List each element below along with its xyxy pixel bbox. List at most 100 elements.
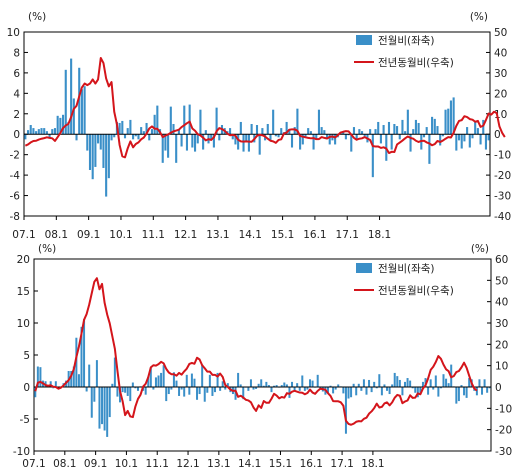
bar-mom [188,104,191,135]
bar-mom [301,375,304,387]
bar-mom [288,129,291,135]
x-tick-label: 07.1 [12,229,35,241]
legend-swatch-bar [356,35,372,45]
bar-mom [312,134,315,150]
left-y-tick-label: 2 [13,109,20,121]
left-y-tick-label: 5 [23,350,30,362]
bar-mom [175,380,178,387]
bar-mom [293,387,296,391]
bar-mom [290,134,294,148]
bar-mom [350,134,353,152]
bar-mom [478,379,481,387]
bar-mom [332,387,335,394]
bar-mom [36,366,39,387]
bar-mom [242,134,245,152]
bar-mom [86,134,89,151]
bar-mom [206,387,209,393]
bar-mom [203,387,206,402]
bar-mom [272,109,275,135]
bar-mom [352,127,356,135]
left-axis-unit: (%) [28,11,46,23]
bar-mom [136,387,139,391]
bar-mom [255,125,259,135]
bar-mom [102,134,105,168]
right-y-tick-label: 0 [494,129,501,141]
bar-mom [412,129,415,135]
bar-mom [93,387,96,402]
bar-mom [344,387,347,434]
bar-mom [487,134,490,141]
bar-mom [358,129,361,135]
bar-mom [247,134,250,152]
right-y-tick-label: 0 [495,382,502,394]
bar-mom [285,121,288,135]
bar-mom [301,134,304,145]
bar-mom [70,58,73,135]
bar-mom [442,374,445,387]
bar-mom [185,374,188,387]
bar-mom [234,134,237,145]
bar-mom [26,130,30,135]
bar-mom [374,129,377,135]
bar-mom [306,387,309,390]
bar-mom [396,376,399,387]
bar-mom [108,387,111,418]
bar-mom [484,134,488,150]
right-y-tick-label: 20 [494,88,507,100]
right-y-tick-label: -20 [494,170,511,182]
bar-mom [422,134,426,138]
bar-mom [255,387,258,389]
bar-mom [447,108,450,135]
bar-mom [188,387,191,395]
bar-mom [342,387,345,394]
bar-mom [113,357,116,387]
bar-mom [95,360,98,387]
bar-mom [126,128,129,135]
right-y-tick-label: -30 [494,191,511,203]
bar-mom [304,134,307,138]
bar-mom [113,134,116,138]
bar-mom [78,67,81,135]
bar-mom [280,128,283,135]
line-yoy [34,277,478,426]
bar-mom [378,374,381,387]
right-axis-unit: (%) [470,11,488,23]
bar-mom [94,134,97,167]
bar-mom [303,387,306,391]
bar-mom [433,118,436,135]
bar-mom [476,128,479,135]
bar-mom [145,122,148,135]
bar-mom [262,385,265,387]
bar-mom [337,384,340,387]
bar-mom [298,387,301,391]
bar-mom [252,387,255,390]
x-tick-label: 08.1 [45,229,68,241]
bar-mom [434,375,437,387]
bar-mom [110,134,113,141]
bar-mom [483,379,486,387]
bar-mom [247,387,250,391]
bar-mom [161,134,164,163]
left-y-tick-label: 0 [13,129,20,141]
bar-mom [105,134,108,197]
bar-mom [363,134,366,137]
bar-mom [210,134,213,140]
bar-mom [91,134,94,180]
bar-mom [388,387,391,395]
legend-label-line: 전년동월비(우축) [378,285,454,297]
bar-mom [224,387,227,390]
bar-mom [211,387,214,396]
bar-mom [202,134,205,150]
bar-mom [273,385,276,387]
bar-mom [296,108,299,135]
bar-mom [85,387,88,392]
bar-mom [67,121,70,135]
bar-mom [190,373,193,387]
bar-mom [148,134,151,141]
bar-mom [99,134,102,150]
left-y-tick-label: 4 [13,88,20,100]
bar-mom [59,117,62,135]
bar-mom [72,366,75,387]
bar-mom [53,128,57,135]
